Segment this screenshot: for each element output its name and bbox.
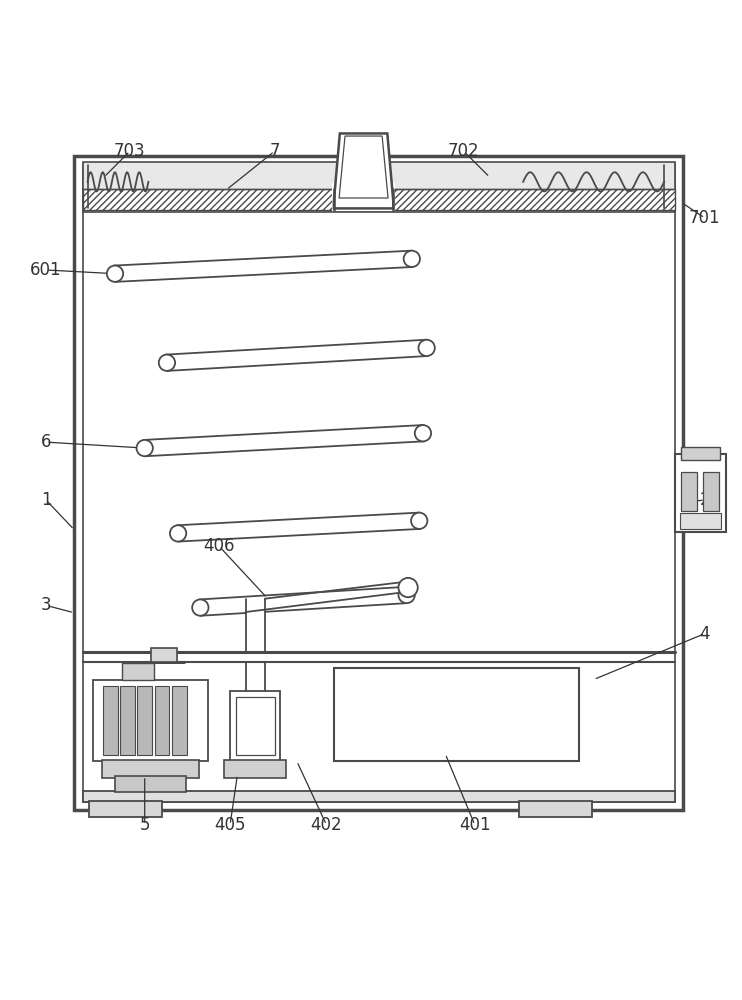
Text: 8: 8 bbox=[373, 142, 384, 160]
Polygon shape bbox=[334, 133, 393, 208]
Text: 703: 703 bbox=[114, 142, 145, 160]
Bar bbox=[83, 164, 675, 802]
Text: 3: 3 bbox=[41, 596, 51, 614]
Bar bbox=[74, 156, 683, 810]
Polygon shape bbox=[144, 425, 424, 456]
Text: 405: 405 bbox=[214, 816, 246, 834]
Circle shape bbox=[137, 440, 153, 456]
Circle shape bbox=[398, 578, 418, 597]
Polygon shape bbox=[114, 251, 413, 282]
Text: 6: 6 bbox=[41, 433, 51, 451]
Bar bbox=[115, 776, 186, 792]
Text: 2: 2 bbox=[700, 491, 710, 509]
Polygon shape bbox=[200, 587, 407, 616]
Bar bbox=[154, 686, 169, 755]
Circle shape bbox=[398, 587, 415, 603]
Polygon shape bbox=[246, 599, 265, 621]
Circle shape bbox=[404, 251, 420, 267]
Bar bbox=[332, 183, 395, 211]
Polygon shape bbox=[166, 340, 427, 371]
Bar bbox=[122, 663, 154, 680]
Text: 4: 4 bbox=[700, 625, 710, 643]
Bar bbox=[675, 454, 726, 532]
Bar bbox=[103, 686, 118, 755]
Text: 406: 406 bbox=[203, 537, 234, 555]
Circle shape bbox=[415, 425, 431, 441]
Bar bbox=[224, 760, 286, 778]
Circle shape bbox=[411, 513, 427, 529]
Bar bbox=[703, 472, 719, 511]
Bar bbox=[83, 189, 675, 210]
Bar bbox=[83, 162, 675, 212]
Bar bbox=[120, 686, 135, 755]
Bar bbox=[102, 760, 199, 778]
Bar bbox=[334, 668, 579, 761]
Bar bbox=[230, 691, 280, 761]
Circle shape bbox=[107, 266, 123, 282]
Bar bbox=[681, 472, 697, 511]
Text: 401: 401 bbox=[459, 816, 490, 834]
Text: 7: 7 bbox=[269, 142, 280, 160]
Bar bbox=[171, 686, 186, 755]
Text: 702: 702 bbox=[448, 142, 479, 160]
Text: 1: 1 bbox=[41, 491, 51, 509]
Bar bbox=[83, 791, 675, 802]
Bar bbox=[89, 801, 162, 817]
Bar bbox=[93, 680, 208, 761]
Bar bbox=[680, 513, 721, 529]
Circle shape bbox=[418, 340, 435, 356]
Bar bbox=[151, 648, 177, 662]
Polygon shape bbox=[177, 513, 420, 542]
Circle shape bbox=[170, 525, 186, 542]
Text: 701: 701 bbox=[689, 209, 720, 227]
Bar bbox=[236, 697, 275, 755]
Circle shape bbox=[192, 599, 209, 616]
Bar bbox=[681, 447, 720, 460]
Text: 5: 5 bbox=[139, 816, 150, 834]
Bar bbox=[137, 686, 152, 755]
Bar bbox=[519, 801, 592, 817]
Circle shape bbox=[159, 355, 175, 371]
Text: 402: 402 bbox=[311, 816, 342, 834]
Text: 601: 601 bbox=[30, 261, 62, 279]
